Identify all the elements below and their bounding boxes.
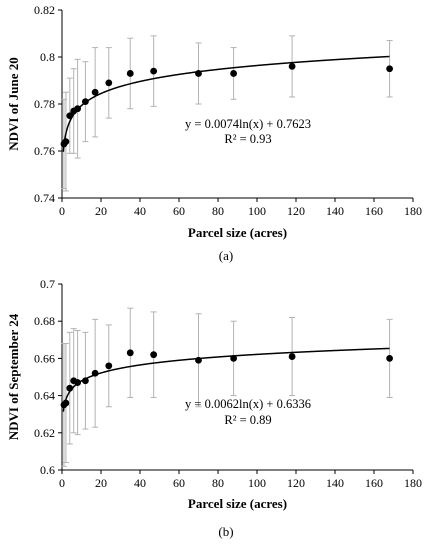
y-tick-label: 0.82 [34, 3, 55, 17]
data-point [91, 369, 99, 377]
data-point [386, 65, 393, 73]
data-point [126, 70, 134, 77]
x-axis-label: Parcel size (acres) [188, 496, 287, 511]
y-tick-label: 0.68 [34, 314, 55, 328]
data-point [150, 67, 158, 75]
x-tick-label: 0 [59, 476, 65, 490]
x-tick-label: 20 [95, 476, 107, 490]
data-point [105, 79, 113, 87]
data-point [150, 351, 158, 359]
y-tick-label: 0.74 [34, 191, 55, 205]
x-tick-label: 180 [404, 476, 422, 490]
y-tick-label: 0.66 [34, 351, 55, 365]
chart-panel-b: 0 20 40 60 80 100 120 140 160 180 0.6 0.62 0.64 0.66 0… [6, 277, 422, 539]
x-tick-label: 40 [134, 204, 146, 218]
data-point [386, 355, 393, 362]
x-tick-label: 100 [248, 476, 266, 490]
data-point [91, 88, 99, 96]
fit-equation: y = 0.0062ln(x) + 0.6336 [185, 397, 311, 411]
x-tick-label: 120 [287, 204, 305, 218]
x-tick-label: 80 [212, 204, 224, 218]
y-tick-label: 0.8 [40, 50, 55, 64]
x-tick-label: 140 [326, 476, 344, 490]
data-point [195, 356, 202, 364]
data-point [230, 70, 238, 77]
fit-equation: y = 0.0074ln(x) + 0.7623 [185, 117, 311, 131]
data-point [82, 377, 89, 385]
fit-curve [62, 347, 390, 412]
x-tick-label: 0 [59, 204, 65, 218]
data-point [126, 349, 134, 357]
y-tick-label: 0.78 [34, 97, 55, 111]
x-tick-label: 20 [95, 204, 107, 218]
x-tick-label: 160 [365, 204, 383, 218]
y-tick-label: 0.64 [34, 389, 55, 403]
data-point [74, 379, 81, 386]
chart-panel-a: 0 20 40 60 80 100 120 140 160 180 0.74 0.76 0.78 0.8 0… [6, 3, 422, 263]
r-squared-label: R² = 0.93 [224, 132, 271, 146]
x-tick-label: 160 [365, 476, 383, 490]
data-point [62, 399, 70, 407]
y-tick-label: 0.7 [40, 277, 55, 291]
x-tick-label: 60 [173, 204, 185, 218]
panel-caption: (a) [219, 248, 233, 263]
y-tick-label: 0.6 [40, 463, 55, 477]
data-point [230, 355, 238, 362]
x-tick-label: 100 [248, 204, 266, 218]
data-point [62, 138, 70, 146]
x-tick-label: 180 [404, 204, 422, 218]
x-axis-label: Parcel size (acres) [188, 225, 287, 240]
fit-curve [62, 55, 390, 152]
y-tick-label: 0.76 [34, 144, 55, 158]
y-axis-label: NDVI of September 24 [6, 313, 21, 440]
r-squared-label: R² = 0.89 [224, 413, 271, 427]
data-point [82, 98, 89, 106]
data-point [105, 362, 113, 370]
data-point [66, 384, 74, 392]
x-tick-label: 40 [134, 476, 146, 490]
y-tick-label: 0.62 [34, 426, 55, 440]
y-axis-label: NDVI of June 20 [6, 57, 21, 151]
x-tick-label: 80 [212, 476, 224, 490]
panel-caption: (b) [218, 524, 233, 539]
x-tick-label: 60 [173, 476, 185, 490]
x-tick-label: 120 [287, 476, 305, 490]
data-point [288, 63, 296, 70]
x-tick-label: 140 [326, 204, 344, 218]
data-point [288, 353, 296, 360]
data-point [66, 112, 74, 120]
data-point [195, 70, 202, 77]
data-point [74, 105, 81, 113]
